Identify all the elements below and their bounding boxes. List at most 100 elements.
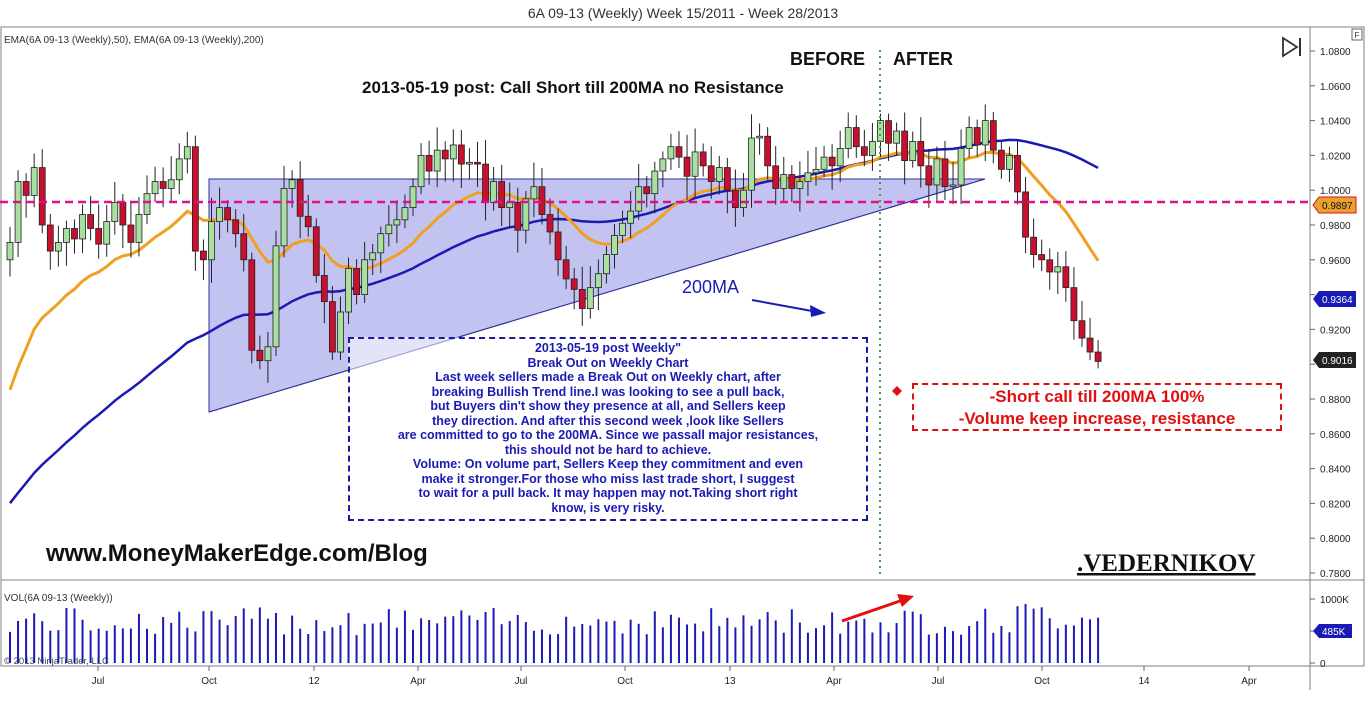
y-tick-label: 0.8600 — [1320, 430, 1351, 441]
candle-body — [296, 179, 304, 217]
last-price-label: 0.9016 — [1313, 352, 1356, 368]
weekly-post-note: 2013-05-19 post Weekly" Break Out on Wee… — [348, 337, 868, 521]
svg-text:0.9364: 0.9364 — [1322, 295, 1353, 306]
x-tick-label: Oct — [617, 676, 633, 687]
vol-indicator-label: VOL(6A 09-13 (Weekly)) — [4, 593, 113, 604]
candle-body — [1062, 266, 1070, 289]
candle-body — [917, 141, 925, 167]
scroll-to-end-icon[interactable] — [1282, 36, 1301, 58]
y-tick-label: 0.7800 — [1320, 569, 1351, 580]
corner-box-icon[interactable] — [1351, 28, 1363, 41]
candle-body — [885, 120, 892, 144]
candle-body — [385, 224, 393, 235]
candle-body — [989, 120, 997, 151]
post-title: 2013-05-19 post: Call Short till 200MA n… — [362, 78, 784, 97]
candle-body — [554, 231, 562, 261]
candle-body — [578, 288, 586, 309]
candle-body — [812, 168, 820, 174]
candle-body — [449, 144, 457, 160]
candle-body — [756, 135, 763, 139]
candle-body — [820, 156, 828, 170]
candle-body — [828, 156, 836, 167]
candle-body — [369, 252, 377, 261]
candle-body — [79, 214, 86, 240]
candle-body — [425, 154, 433, 172]
note-line: to wait for a pull back. It may happen m… — [418, 486, 798, 500]
x-tick-label: Apr — [1241, 676, 1257, 687]
x-tick-label: 12 — [308, 676, 320, 687]
candle-body — [191, 146, 199, 252]
candle-body — [498, 181, 506, 209]
y-tick-label: 0.9600 — [1320, 256, 1351, 267]
candle-body — [723, 167, 731, 191]
candle-body — [457, 144, 465, 165]
candle-body — [183, 146, 191, 160]
candle-body — [46, 224, 54, 252]
candle-body — [248, 259, 256, 351]
note-line: 2013-05-19 post Weekly" — [534, 341, 682, 355]
candle-body — [95, 228, 103, 245]
candle-body — [232, 219, 240, 235]
candle-body — [546, 214, 554, 233]
candle-body — [30, 167, 38, 196]
candle-body — [909, 141, 917, 162]
note-line: Volume: On volume part, Sellers Keep the… — [412, 457, 804, 471]
ema-line — [9, 138, 1099, 504]
candle-body — [788, 174, 796, 189]
candle-body — [748, 137, 755, 191]
candle-body — [594, 273, 602, 289]
volume-series — [9, 603, 1100, 663]
candle-body — [869, 141, 876, 156]
candle-body — [981, 120, 989, 146]
candle-body — [772, 165, 780, 189]
candle-body — [997, 149, 1005, 170]
y-tick-label: 0.9800 — [1320, 221, 1351, 232]
y-tick-label: 0.8000 — [1320, 534, 1351, 545]
candle-body — [1070, 287, 1078, 322]
candle-body — [103, 221, 111, 245]
candle-body — [933, 158, 941, 186]
candle-body — [304, 215, 312, 228]
candle-body — [675, 146, 683, 158]
candle-body — [175, 158, 183, 181]
x-tick-label: Oct — [201, 676, 217, 687]
candle-body — [377, 233, 385, 254]
candle-body — [949, 184, 957, 188]
ema-line — [8, 150, 1100, 391]
callout-line: -Short call till 200MA 100% — [989, 387, 1205, 406]
y-tick-label: 0.8400 — [1320, 465, 1351, 476]
candle-body — [466, 161, 473, 165]
candle-body — [538, 186, 546, 215]
candle-body — [87, 214, 94, 229]
x-tick-label: Jul — [932, 676, 945, 687]
candle-body — [216, 207, 223, 222]
ema-indicator-label: EMA(6A 09-13 (Weekly),50), EMA(6A 09-13 … — [4, 35, 264, 46]
candle-body — [1014, 154, 1021, 193]
candle-body — [320, 275, 328, 302]
candle-body — [1022, 191, 1029, 238]
candle-body — [836, 148, 844, 167]
x-tick-label: Apr — [410, 676, 426, 687]
y-tick-label: 1.0600 — [1320, 82, 1351, 93]
y-tick-label: 1.0800 — [1320, 47, 1351, 58]
candle-body — [272, 245, 280, 348]
y-tick-label: 0.8200 — [1320, 499, 1351, 510]
ema200-price-label: 0.9364 — [1313, 291, 1356, 307]
last-volume-label: 485K — [1313, 624, 1352, 638]
resistance-price-label: 0.9897 — [1312, 196, 1357, 214]
candle-body — [530, 186, 538, 200]
candle-body — [441, 149, 449, 160]
note-line: breaking Bullish Trend line.I was lookin… — [431, 384, 785, 399]
note-line: make it stronger.For those who miss last… — [421, 471, 795, 486]
note-line: but Buyers din't show they presence at a… — [430, 399, 786, 413]
candle-body — [353, 268, 360, 296]
candle-body — [361, 259, 369, 295]
candle-body — [619, 222, 626, 236]
svg-text:485K: 485K — [1322, 627, 1346, 638]
note-line: are committed to go to the 200MA. Since … — [397, 428, 819, 442]
candle-body — [1006, 154, 1013, 170]
candle-body — [167, 179, 175, 189]
time-axis: Jul Oct 12 Apr Jul Oct 13 Apr Jul Oct 14 Apr — [92, 666, 1257, 687]
candlestick-series — [6, 104, 1102, 383]
note-line: they direction. And after this second we… — [432, 413, 784, 428]
